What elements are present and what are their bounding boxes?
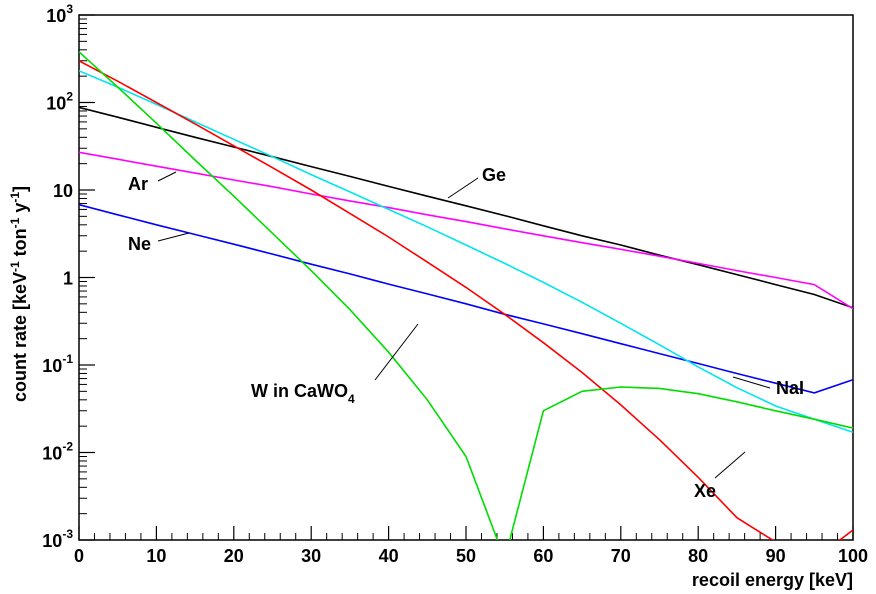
y-axis-title-mid2: y (10, 203, 30, 218)
x-tick-label: 50 (456, 546, 476, 566)
x-tick-label: 100 (838, 546, 868, 566)
y-axis-title: count rate [keV-1 ton-1 y-1] (8, 186, 30, 402)
series-line-ne (79, 203, 853, 394)
annotation-leader-line (157, 232, 190, 242)
series-line-xe (79, 60, 853, 540)
series-annotation-label: Ge (482, 165, 506, 185)
series-annotation-label: Ne (128, 234, 151, 254)
y-axis-title-end: ] (10, 186, 30, 192)
y-axis-title-mid1: ton (10, 228, 30, 261)
axis-ticks (78, 14, 854, 541)
annotation-leader-line (732, 376, 771, 389)
x-tick-label: 20 (224, 546, 244, 566)
y-tick-label: 10-1 (42, 352, 73, 376)
x-tick-label: 80 (688, 546, 708, 566)
x-tick-label: 30 (301, 546, 321, 566)
y-axis-title-exp3: -1 (8, 192, 22, 203)
series-annotation-label: W in CaWO4 (251, 381, 355, 406)
series-line-nai (79, 70, 853, 434)
annotation-leader-line (447, 177, 479, 199)
x-tick-label: 90 (766, 546, 786, 566)
x-tick-label: 10 (146, 546, 166, 566)
y-axis-title-exp1: -1 (8, 261, 22, 272)
y-tick-label: 10-3 (42, 527, 73, 551)
y-axis-title-base: count rate [keV (10, 272, 30, 402)
annotation-leader-line (714, 451, 746, 479)
series-line-w-in-cawo4 (79, 51, 853, 540)
y-axis-title-exp2: -1 (8, 217, 22, 228)
y-tick-label: 102 (46, 90, 73, 114)
series-line-ge (79, 106, 853, 309)
y-tick-label: 1 (63, 269, 73, 289)
y-tick-label: 10-2 (42, 440, 73, 464)
x-tick-label: 70 (611, 546, 631, 566)
series-line-ar (79, 151, 853, 310)
annotation-leader-line (157, 171, 177, 182)
x-tick-label: 40 (379, 546, 399, 566)
y-tick-label: 10 (53, 181, 73, 201)
series-annotation-label: Xe (694, 481, 716, 501)
x-axis-title: recoil energy [keV] (692, 570, 853, 590)
annotation-leader-line (374, 323, 419, 381)
series-annotation-label: Ar (128, 174, 148, 194)
y-tick-label: 103 (46, 2, 73, 26)
series-annotations: Ge Ar Ne NaI Xe W in CaWO4 (128, 165, 804, 501)
tick-labels: 0 10 20 30 40 50 60 70 80 90 100 10-3 10-2 10-1 1 10 102… (42, 2, 868, 566)
series-annotation-label: NaI (776, 378, 804, 398)
x-tick-label: 60 (533, 546, 553, 566)
x-tick-label: 0 (74, 546, 84, 566)
series-lines (79, 51, 853, 540)
plot-frame (78, 14, 854, 541)
